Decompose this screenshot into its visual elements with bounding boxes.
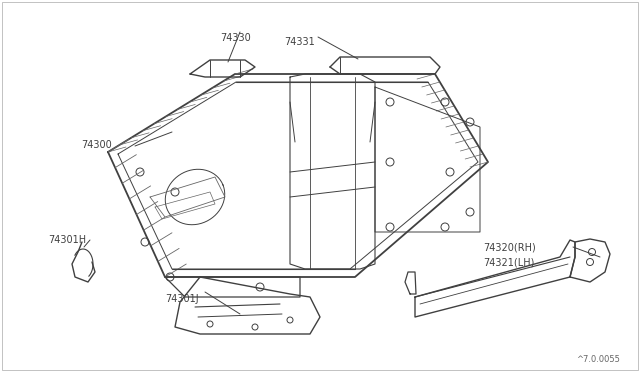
Text: ^7.0.0055: ^7.0.0055 [576, 355, 620, 364]
Text: 74300: 74300 [81, 140, 112, 150]
Text: 74320(RH): 74320(RH) [483, 243, 536, 252]
Text: 74301H: 74301H [48, 235, 86, 245]
Text: 74321(LH): 74321(LH) [483, 257, 534, 267]
Text: 74331: 74331 [284, 36, 315, 46]
Text: 74301J: 74301J [166, 294, 199, 304]
Text: 74330: 74330 [220, 33, 251, 43]
